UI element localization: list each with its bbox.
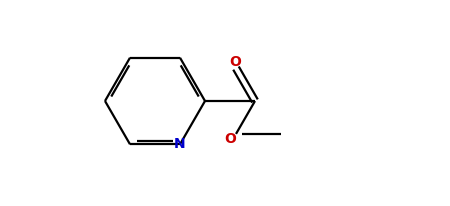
Text: O: O (229, 55, 241, 69)
Text: N: N (174, 137, 186, 151)
Text: O: O (224, 132, 236, 146)
